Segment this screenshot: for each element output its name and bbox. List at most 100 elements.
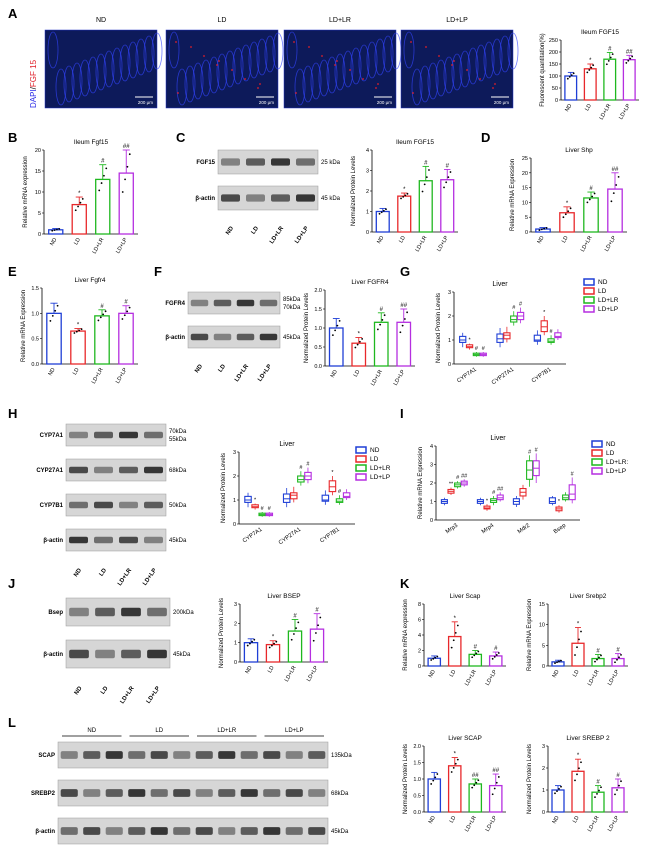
blot-band	[150, 751, 168, 759]
x-tick-label: LD	[267, 665, 276, 674]
blot-row-label: FGFR4	[165, 301, 185, 307]
data-point	[376, 328, 379, 331]
villus-shape	[499, 35, 511, 73]
x-tick-label: LD+LR	[284, 665, 298, 683]
x-tick-label: Mrp4	[481, 522, 496, 535]
y-tick-label: 5	[38, 211, 41, 217]
x-tick-label: LD+LR	[580, 235, 594, 253]
villus-shape	[427, 62, 439, 100]
data-point	[556, 790, 558, 792]
x-tick-label: LD	[572, 669, 581, 678]
x-tick-label: LD+LP	[485, 815, 499, 833]
x-tick-label: LD+LR	[587, 815, 601, 833]
data-point	[452, 766, 455, 769]
x-tick-label: LD+LR	[599, 103, 613, 121]
data-point	[246, 644, 249, 647]
y-axis-label: Normalized Protein Levels	[219, 598, 225, 668]
y-tick-label: 1	[366, 210, 369, 216]
data-point	[543, 227, 546, 230]
chart-title: Liver Shp	[565, 147, 593, 154]
significance-mark: #	[446, 163, 450, 169]
y-axis-label: Relative mRNA expression	[23, 156, 29, 227]
data-point	[315, 632, 317, 634]
data-point	[443, 186, 445, 189]
fgf15-signal	[231, 69, 233, 71]
blot-band	[213, 299, 232, 307]
data-point	[564, 213, 567, 216]
western-blot-H: CYP7A1 70kDa 55kDa CYP27A1 68kDa CYP7B1 50kDa β…	[36, 423, 187, 587]
fgf15-signal	[175, 41, 177, 43]
x-tick-label: LD	[449, 815, 458, 824]
blot-lane-label: ND	[194, 363, 204, 374]
bar-ND	[375, 210, 390, 233]
data-point	[471, 786, 474, 789]
data-point	[540, 228, 543, 231]
fluorescence-image-LD+LP	[401, 30, 513, 108]
blot-lane-label: ND	[225, 225, 235, 236]
y-tick-label: 0.0	[31, 362, 39, 368]
data-point	[79, 201, 82, 204]
data-point	[251, 640, 254, 643]
x-tick-label: Mrp3	[445, 523, 459, 535]
y-axis-label: Fluorescent quantitation(%)	[540, 33, 546, 106]
fgf15-signal	[349, 69, 351, 71]
significance-mark: #	[268, 506, 272, 512]
significance-mark: *	[543, 310, 546, 316]
data-point	[610, 200, 613, 203]
y-tick-label: 250	[549, 38, 558, 44]
blot-kda-label: 45kDa	[331, 829, 349, 835]
y-axis-label: Normalized Protein Levels	[436, 293, 442, 363]
panel-letter-A: A	[8, 6, 18, 21]
data-point	[290, 638, 293, 641]
box-ND-CYP27A1	[496, 333, 504, 343]
data-point	[100, 182, 103, 184]
significance-mark: ##	[626, 49, 633, 55]
data-point	[51, 229, 54, 232]
bar-LD	[351, 342, 367, 367]
scale-bar-label: 200 μm	[494, 100, 509, 105]
villus-shape	[435, 59, 447, 97]
blot-band	[105, 827, 123, 835]
data-point	[568, 76, 571, 78]
data-point	[253, 638, 256, 641]
y-tick-label: 6	[418, 618, 421, 624]
significance-mark: *	[486, 498, 489, 504]
legend-swatch	[591, 449, 603, 457]
x-tick-label: CYP7B1	[319, 527, 341, 545]
x-tick-label: LD+LP	[618, 103, 632, 121]
blot-band	[119, 431, 138, 439]
blot-strip-SCAP	[57, 741, 329, 769]
x-tick-label: LD+LP	[115, 237, 129, 255]
data-point	[598, 656, 600, 659]
x-tick-label: LD	[584, 103, 593, 112]
significance-mark: *	[403, 187, 406, 193]
legend-entry: LD+LP	[606, 468, 626, 475]
legend-entry: LD+LP	[598, 306, 618, 313]
y-tick-label: 2	[234, 621, 237, 627]
blot-kda-label: 45 kDa	[321, 196, 341, 202]
chart-title: Liver Fgfr4	[74, 277, 105, 284]
scale-bar-label: 200 μm	[377, 100, 392, 105]
data-point	[334, 329, 337, 332]
blot-band	[144, 431, 163, 439]
fgf15-signal	[334, 64, 336, 66]
data-point	[58, 227, 61, 230]
villus-shape	[55, 68, 67, 106]
data-point	[434, 776, 437, 779]
blot-band	[285, 751, 303, 759]
data-point	[554, 792, 556, 795]
x-tick-label: Mdr2	[517, 523, 531, 535]
blot-kda-label: 200kDa	[173, 610, 194, 616]
chart-title: Liver Srebp2	[570, 593, 607, 600]
chart-title: Ileum FGF15	[581, 29, 619, 36]
blot-lane-label: LD+LP	[294, 226, 310, 245]
fgf15-signal	[295, 92, 297, 94]
y-axis-label: Relative mRNA Expression	[527, 599, 533, 671]
x-tick-label: CYP27A1	[491, 367, 515, 387]
villus-shape	[411, 68, 423, 106]
fgf15-signal	[451, 64, 453, 66]
data-point	[493, 787, 496, 790]
data-point	[97, 319, 100, 322]
bar-LD+LP	[118, 312, 134, 365]
data-point	[576, 646, 578, 649]
